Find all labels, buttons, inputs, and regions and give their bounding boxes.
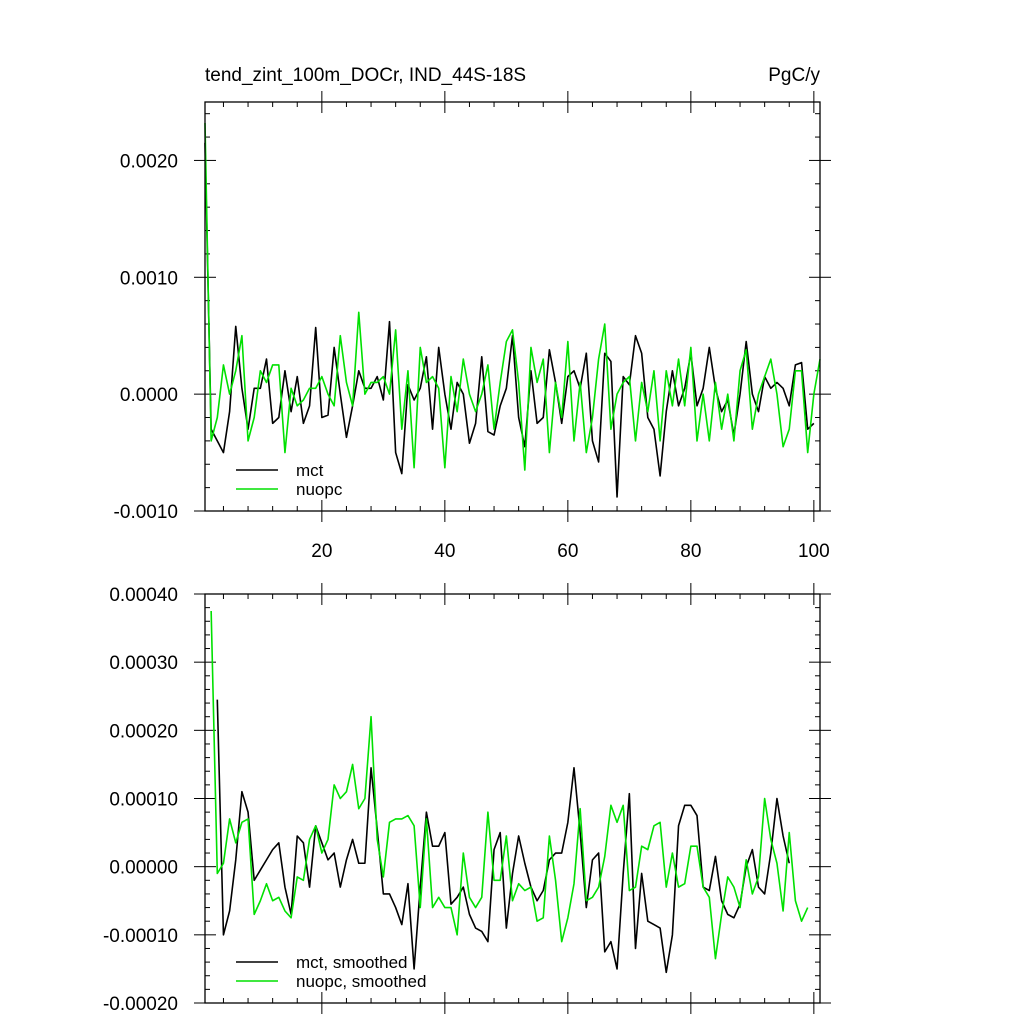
y-tick-label: 0.00030 [109,653,178,674]
series-line-mct-smoothed [216,699,791,974]
y-tick-label: 0.00020 [109,721,178,742]
y-tick-label: -0.0010 [114,502,178,523]
series-line-nuopc [204,123,821,471]
y-tick-label: 0.0000 [120,385,178,406]
x-tick-label: 20 [311,541,332,562]
x-tick-label: 40 [434,541,455,562]
bottom-legend-label-nuopc: nuopc, smoothed [296,972,426,991]
y-tick-label: 0.0020 [120,151,178,172]
bottom-series-lines [210,611,809,974]
top-x-tick-labels: 20 40 60 80 100 [311,541,829,562]
bottom-legend: mct, smoothed nuopc, smoothed [236,953,426,991]
top-y-tick-labels: -0.0010 0.0000 0.0010 0.0020 [114,151,178,523]
y-tick-label: -0.00020 [103,994,178,1015]
top-chart-title: tend_zint_100m_DOCr, IND_44S-18S [205,65,526,86]
y-tick-label: 0.00000 [109,858,178,879]
bottom-plot-frame [204,593,821,1004]
y-tick-label: 0.00040 [109,585,178,606]
bottom-legend-label-mct: mct, smoothed [296,953,408,972]
y-tick-label: -0.00010 [103,926,178,947]
top-legend-label-nuopc: nuopc [296,480,343,499]
top-axis-ticks [194,91,831,522]
top-series-lines [204,123,821,498]
top-plot-frame [204,101,821,512]
x-tick-label: 100 [798,541,830,562]
x-tick-label: 80 [680,541,701,562]
x-tick-label: 60 [557,541,578,562]
top-legend-label-mct: mct [296,461,324,480]
y-tick-label: 0.00010 [109,790,178,811]
y-tick-label: 0.0010 [120,268,178,289]
top-chart-panel: tend_zint_100m_DOCr, IND_44S-18S PgC/y -… [114,65,831,562]
bottom-axis-ticks [194,583,831,1014]
bottom-y-tick-labels: -0.00020 -0.00010 0.00000 0.00010 0.00020 0.0… [103,585,178,1015]
series-line-nuopc-smoothed [210,611,809,960]
series-line-mct [204,142,815,498]
top-chart-units: PgC/y [768,65,820,86]
top-legend: mct nuopc [236,461,343,499]
bottom-chart-panel: -0.00020 -0.00010 0.00000 0.00010 0.00020 0.0… [103,583,831,1015]
